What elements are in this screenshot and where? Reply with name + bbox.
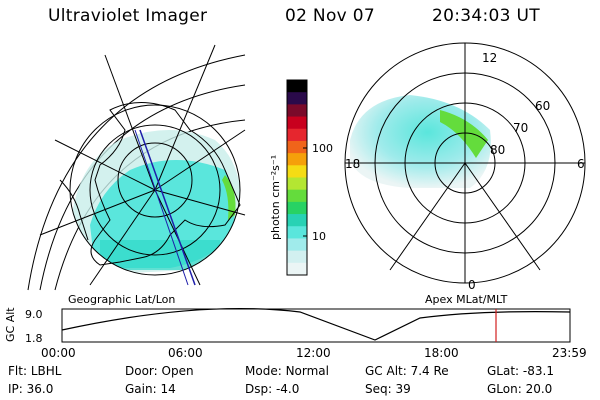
info-field-value: 39 — [395, 382, 411, 396]
info-field-value: -83.1 — [522, 364, 554, 378]
colorbar-tick-label: 100 — [312, 142, 333, 155]
info-field-label: GLon: — [487, 382, 526, 396]
info-field-label: IP: — [8, 382, 27, 396]
ytick-1-8: 1.8 — [25, 332, 43, 345]
colorbar-segment — [287, 238, 307, 252]
info-field-value: LBHL — [30, 364, 62, 378]
info-field-value: 7.4 Re — [410, 364, 449, 378]
info-field-label: Flt: — [8, 364, 31, 378]
geographic-label: Geographic Lat/Lon — [68, 293, 175, 306]
colorbar-segment — [287, 116, 307, 130]
altitude-ylabel: GC Alt — [4, 307, 17, 342]
xtick-06: 06:00 — [168, 346, 203, 360]
colorbar-segment — [287, 262, 307, 276]
colorbar-segment — [287, 153, 307, 166]
colorbar-unit-label: photon cm⁻²s⁻¹ — [269, 155, 282, 240]
info-field-label: GC Alt: — [365, 364, 411, 378]
colorbar-segment — [287, 177, 307, 191]
mlt-label-6: 6 — [577, 157, 585, 171]
info-field-label: GLat: — [487, 364, 523, 378]
mlt-label-12: 12 — [482, 51, 497, 65]
colorbar-segment — [287, 80, 307, 93]
mlat-label-70: 70 — [513, 121, 528, 135]
apex-aurora-bright — [440, 110, 488, 158]
colorbar-segment — [287, 250, 307, 264]
colorbar-segment — [287, 165, 307, 178]
mlat-label-60: 60 — [535, 99, 550, 113]
info-field: GLon: 20.0 — [487, 382, 552, 396]
altitude-plot: 9.0 1.8 GC Alt Geographic Lat/Lon Apex M… — [4, 293, 587, 360]
apex-label: Apex MLat/MLT — [425, 293, 508, 306]
info-field: Flt: LBHL — [8, 364, 61, 378]
time-label: 20:34:03 UT — [432, 6, 540, 26]
colorbar-segment — [287, 104, 307, 118]
colorbar-segment — [287, 214, 307, 227]
altitude-curve — [61, 308, 571, 341]
info-field: Gain: 14 — [125, 382, 176, 396]
colorbar-segment — [287, 226, 307, 239]
info-field-value: Normal — [285, 364, 329, 378]
geographic-aurora — [72, 130, 240, 275]
apex-polar-plot: 12 18 6 0 60 70 80 — [344, 42, 586, 292]
info-field: GC Alt: 7.4 Re — [365, 364, 449, 378]
date-label: 02 Nov 07 — [285, 6, 375, 26]
mlat-label-80: 80 — [490, 143, 505, 157]
info-field: Seq: 39 — [365, 382, 411, 396]
info-field-label: Gain: — [125, 382, 161, 396]
info-field-label: Door: — [125, 364, 162, 378]
colorbar: 100 10 photon cm⁻²s⁻¹ — [269, 79, 333, 276]
geographic-map — [27, 44, 246, 291]
info-field-label: Dsp: — [245, 382, 276, 396]
xtick-00: 00:00 — [41, 346, 76, 360]
xtick-12: 12:00 — [296, 346, 331, 360]
colorbar-frame — [286, 79, 308, 276]
info-field-value: 36.0 — [26, 382, 54, 396]
info-field-value: Open — [161, 364, 194, 378]
colorbar-segment — [287, 128, 307, 142]
info-field-value: 20.0 — [525, 382, 553, 396]
ytick-9: 9.0 — [25, 308, 43, 321]
xtick-2359: 23:59 — [552, 346, 587, 360]
info-field-label: Seq: — [365, 382, 396, 396]
instrument-title: Ultraviolet Imager — [48, 6, 208, 26]
info-field: Door: Open — [125, 364, 194, 378]
info-field: IP: 36.0 — [8, 382, 53, 396]
colorbar-segment — [287, 140, 307, 154]
colorbar-tick-label: 10 — [312, 230, 326, 243]
info-field-value: 14 — [160, 382, 176, 396]
mlt-label-18: 18 — [345, 157, 360, 171]
info-field-label: Mode: — [245, 364, 286, 378]
colorbar-segment — [287, 201, 307, 215]
xtick-18: 18:00 — [424, 346, 459, 360]
info-field: Mode: Normal — [245, 364, 329, 378]
info-field: GLat: -83.1 — [487, 364, 554, 378]
colorbar-segment — [287, 92, 307, 105]
mlt-label-0: 0 — [468, 278, 476, 292]
info-field: Dsp: -4.0 — [245, 382, 299, 396]
info-field-value: -4.0 — [275, 382, 300, 396]
colorbar-segment — [287, 189, 307, 203]
